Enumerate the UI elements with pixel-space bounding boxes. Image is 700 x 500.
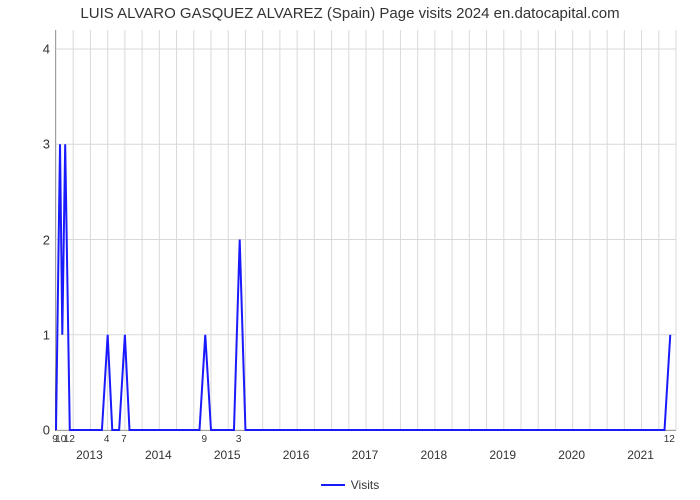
x-tick-minor-label: 3 [236,434,242,445]
x-tick-minor-label: 12 [64,434,75,445]
x-tick-major-label: 2019 [489,448,516,462]
visits-line [56,144,670,430]
x-tick-major-label: 2017 [352,448,379,462]
y-tick-label: 1 [10,327,50,342]
x-tick-major-label: 2021 [627,448,654,462]
x-tick-major-label: 2018 [421,448,448,462]
legend-line-swatch [321,484,345,486]
x-tick-minor-label: 9 [201,434,207,445]
x-tick-major-label: 2020 [558,448,585,462]
y-tick-label: 2 [10,232,50,247]
y-tick-label: 3 [10,137,50,152]
x-tick-minor-label: 7 [121,434,127,445]
x-tick-major-label: 2016 [283,448,310,462]
x-tick-major-label: 2014 [145,448,172,462]
chart-title: LUIS ALVARO GASQUEZ ALVAREZ (Spain) Page… [0,5,700,22]
chart-plot-area [55,30,676,431]
x-tick-minor-label: 4 [104,434,110,445]
y-tick-label: 4 [10,42,50,57]
x-tick-major-label: 2013 [76,448,103,462]
x-tick-major-label: 2015 [214,448,241,462]
legend-label: Visits [351,478,379,492]
y-tick-label: 0 [10,423,50,438]
x-tick-minor-label: 12 [664,434,675,445]
chart-legend: Visits [0,473,700,492]
chart-svg [56,30,676,430]
